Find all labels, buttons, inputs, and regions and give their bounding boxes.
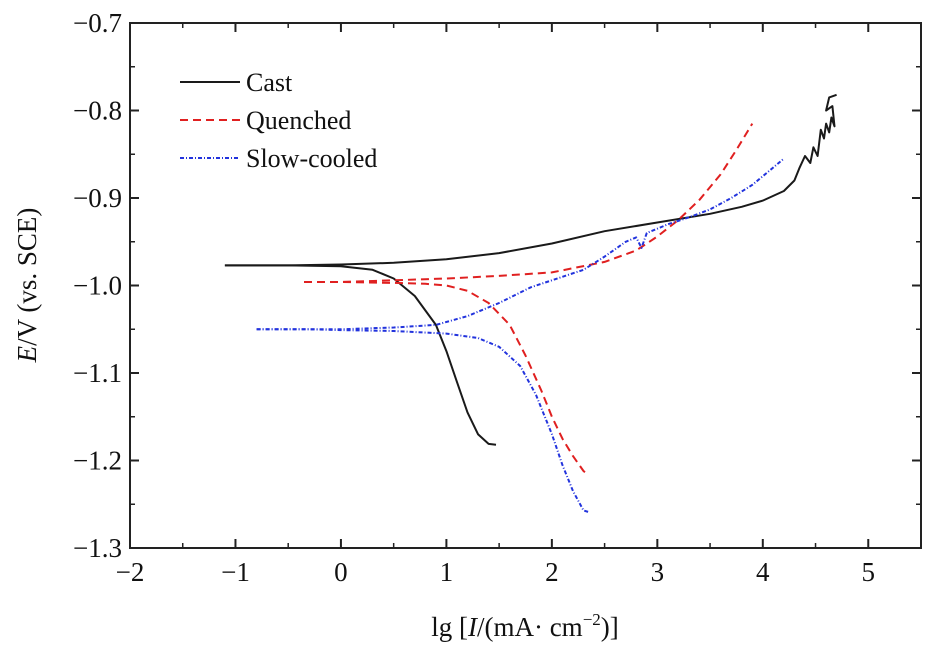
y-axis-label: E/V (vs. SCE) [12,208,42,364]
series-quenched-cathodic-line [304,281,590,477]
series-cast-cathodic-line [224,264,497,446]
series-slow-cooled-anodic-line [256,157,785,331]
plot-frame [129,22,922,549]
x-tick-label: −2 [116,557,145,587]
series-quenched-anodic-line [304,123,754,283]
x-tick-label: 1 [440,557,454,587]
y-tick-label: −1.0 [73,271,122,301]
x-tick-label: 5 [862,557,876,587]
y-tick-label: −0.8 [73,96,122,126]
y-tick-label: −0.7 [73,8,122,38]
x-tick-label: 3 [651,557,665,587]
series-cast-anodic-line [224,93,837,267]
y-tick-label: −0.9 [73,183,122,213]
series-slow-cooled-cathodic-line [256,328,590,514]
legend-label-quenched: Quenched [246,106,351,135]
y-tick-label: −1.2 [73,446,122,476]
x-tick-label: 2 [545,557,559,587]
legend-label-cast: Cast [246,68,293,97]
x-tick-label: 0 [334,557,348,587]
y-tick-label: −1.3 [73,533,122,563]
x-tick-label: 4 [756,557,770,587]
series-layer [224,93,837,514]
x-axis-label: lg [I/(mA· cm−2)] [431,610,619,642]
y-tick-label: −1.1 [73,358,122,388]
legend-label-slow-cooled: Slow-cooled [246,144,377,173]
legend: Cast Quenched Slow-cooled [180,68,377,173]
ticks-layer: −2 −1 0 1 2 3 4 5 −1.3 −1.2 −1.1 −1.0 −0.9 −0.8 −0.7 [73,8,921,587]
x-tick-label: −1 [221,557,250,587]
